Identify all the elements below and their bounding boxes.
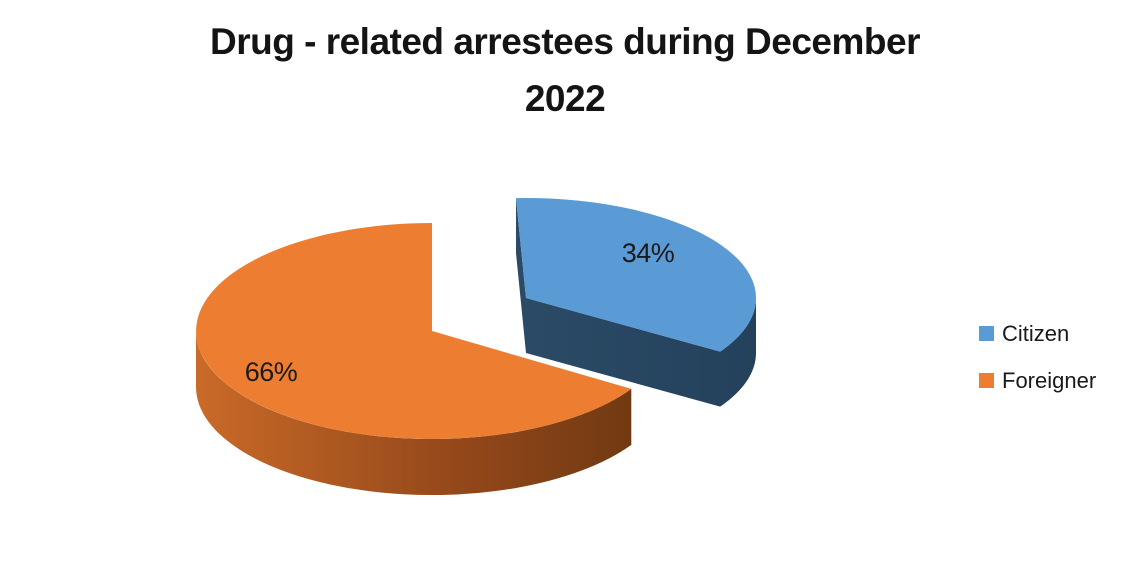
legend-label-foreigner: Foreigner [1002,368,1097,393]
legend-item-citizen: Citizen [979,321,1096,346]
data-label-foreigner: 66% [245,357,298,387]
legend-item-foreigner: Foreigner [979,368,1096,393]
legend-marker-citizen [979,326,994,341]
data-label-citizen: 34% [622,238,675,268]
pie-slice-citizen-side-wall [516,198,756,407]
chart-title: Drug - related arrestees during December… [0,14,1130,127]
legend-label-citizen: Citizen [1002,321,1070,346]
chart-title-line1: Drug - related arrestees during December [210,21,920,62]
pie-slice-citizen [516,198,757,352]
pie-slice-foreigner [196,223,632,440]
legend-marker-foreigner [979,373,994,388]
legend: Citizen Foreigner [979,321,1096,393]
pie-slice-foreigner-side-wall [195,331,632,496]
chart-title-line2: 2022 [524,77,606,119]
